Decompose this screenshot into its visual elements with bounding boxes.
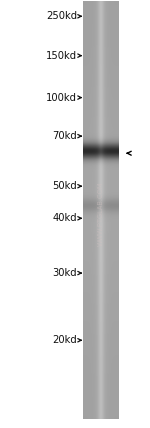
Text: 100kd: 100kd xyxy=(46,92,77,103)
Text: 50kd: 50kd xyxy=(52,181,77,191)
Text: 30kd: 30kd xyxy=(53,268,77,278)
Text: 70kd: 70kd xyxy=(52,131,77,141)
Text: 40kd: 40kd xyxy=(53,213,77,223)
Text: WWW.PTGLAB.COM: WWW.PTGLAB.COM xyxy=(98,182,103,246)
Text: 250kd: 250kd xyxy=(46,11,77,21)
Text: 20kd: 20kd xyxy=(52,335,77,345)
Text: 150kd: 150kd xyxy=(46,51,77,61)
